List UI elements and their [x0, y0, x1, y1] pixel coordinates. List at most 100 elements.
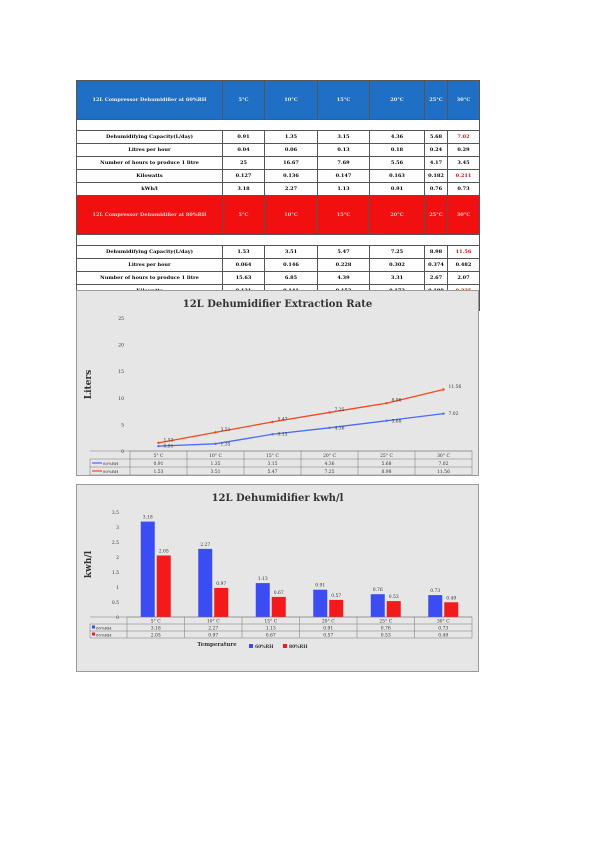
legend-swatch [92, 625, 95, 629]
table-value: 0.57 [323, 633, 333, 639]
bar-60%RH [313, 589, 328, 617]
chart-title: 12L Dehumidifier kwh/l [212, 493, 344, 504]
data-point [157, 441, 160, 445]
table-value: 1.35 [210, 461, 220, 467]
specification-table: 12L Compressor Dehumidifier at 60%RH 5°C 1… [76, 80, 480, 311]
table-row: Dehumidifying Capacity(L/day) 0.91 1.35 3.1… [76, 130, 480, 144]
table-value: 3.51 [210, 469, 220, 475]
x-tick-label: 5° C [154, 453, 165, 459]
table-cell: 0.04 [222, 143, 265, 157]
bar-80%RH [271, 596, 286, 617]
data-point [271, 420, 274, 424]
table-cell: 16.67 [264, 156, 318, 170]
y-tick-label: 5 [121, 422, 124, 428]
y-tick-label: 1 [116, 585, 119, 591]
extraction-rate-svg: 12L Dehumidifier Extraction Rate Liters 0 5… [84, 299, 473, 476]
table-value: 2.05 [151, 633, 161, 639]
table-cell: 11.56 [447, 245, 480, 259]
bar-60%RH [198, 548, 213, 617]
x-tick-label: 10° C [209, 453, 222, 459]
table-cell: 2.27 [264, 182, 318, 196]
data-point [385, 419, 388, 422]
x-tick-label: 30° C [437, 619, 450, 625]
table-cell: 0.302 [369, 258, 425, 272]
table-cell: 0.147 [317, 169, 370, 183]
table-header-cell: 5°C [222, 195, 265, 235]
kwh-per-litre-svg: 12L Dehumidifier kwh/l kwh/l 0 0.5 1 1.5 2 2.5 3… [84, 493, 473, 650]
data-label: 1.53 [164, 437, 174, 443]
table-cell: 0.13 [317, 143, 370, 157]
data-point [442, 412, 445, 415]
table-cell: 0.06 [264, 143, 318, 157]
bar-80%RH [444, 602, 459, 617]
data-point [214, 442, 217, 446]
table-cell: 7.02 [447, 130, 480, 144]
table-cell: 0.29 [447, 143, 480, 157]
legend-swatch [249, 644, 253, 648]
table-header-cell: 10°C [264, 195, 318, 235]
data-point [271, 433, 274, 436]
table-cell: 1.53 [222, 245, 265, 259]
x-tick-label: 15° C [264, 619, 277, 625]
y-tick-label: 3.5 [112, 510, 119, 516]
table-row: Dehumidifying Capacity(L/day) 1.53 3.51 5.4… [76, 245, 480, 259]
data-label: 5.68 [392, 418, 402, 424]
table-row: Litres per hour 0.064 0.146 0.228 0.302 0.374… [76, 258, 480, 272]
table-value: 0.91 [153, 461, 163, 467]
table-cell: 6.85 [264, 271, 318, 285]
legend-label: 60%RH [103, 461, 119, 466]
data-label: 1.13 [258, 576, 268, 582]
table-cell: 0.211 [447, 169, 480, 183]
table-value: 0.97 [208, 633, 218, 639]
table-value: 0.76 [381, 626, 391, 632]
table-row: kWh/l 3.18 2.27 1.13 0.91 0.76 0.73 [76, 182, 480, 196]
table-row-label: Dehumidifying Capacity(L/day) [76, 130, 223, 144]
table-cell: 0.064 [222, 258, 265, 272]
kwh-per-litre-chart: 12L Dehumidifier kwh/l kwh/l 0 0.5 1 1.5 2 2.5 3… [76, 484, 479, 672]
table-header-row: 12L Compressor Dehumidifier at 80%RH 5°C 1… [76, 195, 480, 235]
table-value: 8.98 [381, 469, 391, 475]
table-value: 3.15 [267, 461, 277, 467]
y-tick-label: 25 [118, 316, 124, 322]
table-row-label: Number of hours to produce 1 litre [76, 156, 223, 170]
x-axis-label: Temperature [197, 642, 237, 648]
table-header-cell: 20°C [369, 195, 425, 235]
table-row: Kilowatts 0.127 0.136 0.147 0.163 0.182 0.211 [76, 169, 480, 183]
bar-60%RH [255, 583, 270, 617]
table-cell: 3.31 [369, 271, 425, 285]
table-cell: 7.69 [317, 156, 370, 170]
table-value: 1.13 [266, 626, 276, 632]
data-label: 0.49 [446, 595, 456, 601]
y-tick-label: 0 [121, 449, 124, 455]
table-value: 3.18 [151, 626, 161, 632]
bar-60%RH [428, 595, 443, 617]
table-header-cell: 15°C [317, 195, 370, 235]
data-label: 0.91 [315, 583, 325, 589]
table-cell: 8.98 [424, 245, 448, 259]
table-cell: 15.63 [222, 271, 265, 285]
legend-label: 80%RH [96, 633, 112, 638]
data-point [157, 444, 160, 448]
table-header-cell: 20°C [369, 80, 425, 120]
table-header-cell: 30°C [447, 195, 480, 235]
chart-title: 12L Dehumidifier Extraction Rate [183, 299, 372, 310]
table-row-label: Dehumidifying Capacity(L/day) [76, 245, 223, 259]
x-tick-label: 10° C [207, 619, 220, 625]
table-cell: 5.47 [317, 245, 370, 259]
table-header-cell: 15°C [317, 80, 370, 120]
table-row-label: Litres per hour [76, 143, 223, 157]
y-tick-label: 0 [116, 615, 119, 621]
table-cell: 0.127 [222, 169, 265, 183]
table-value: 2.27 [208, 626, 218, 632]
y-tick-label: 15 [118, 369, 124, 375]
x-tick-label: 20° C [323, 453, 336, 459]
table-cell: 5.68 [424, 130, 448, 144]
data-label: 3.15 [278, 432, 288, 438]
table-spacer-row [76, 234, 480, 246]
table-cell: 0.18 [369, 143, 425, 157]
table-row: Number of hours to produce 1 litre 25 16.6… [76, 156, 480, 170]
series-line-80%RH [158, 388, 444, 444]
bar-80%RH [386, 601, 401, 617]
data-label: 3.51 [221, 427, 231, 433]
table-cell: 1.35 [264, 130, 318, 144]
